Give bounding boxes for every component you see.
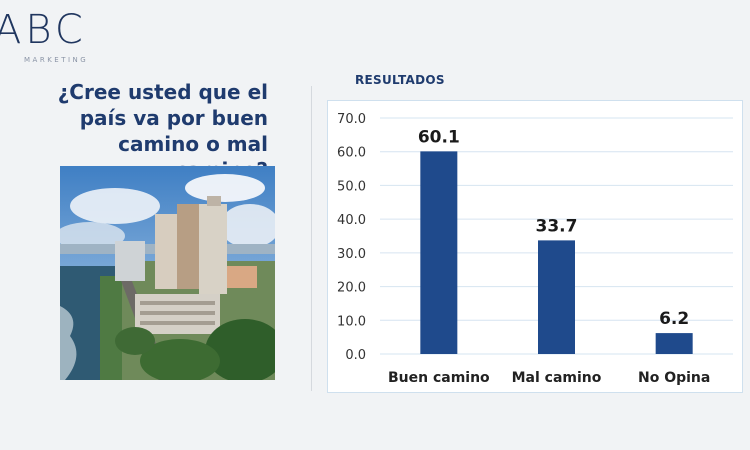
y-tick-label: 40.0 <box>337 213 366 228</box>
data-label: 60.1 <box>418 127 460 147</box>
survey-question: ¿Cree usted que el país va por buen cami… <box>57 80 268 182</box>
y-tick-label: 30.0 <box>337 247 366 262</box>
bar-no-opina <box>655 333 693 354</box>
data-label: 6.2 <box>659 309 689 329</box>
category-label: Mal camino <box>512 370 602 386</box>
results-label: RESULTADOS <box>355 73 445 87</box>
bar-mal-camino <box>538 240 575 354</box>
logo: ABC MARKETING <box>0 10 94 66</box>
category-label: No Opina <box>638 370 710 386</box>
logo-mark: ABC <box>0 7 87 53</box>
y-tick-label: 70.0 <box>337 112 366 127</box>
y-tick-label: 50.0 <box>337 179 366 194</box>
logo-subtitle: MARKETING <box>24 56 89 64</box>
city-photo <box>60 166 275 380</box>
data-label: 33.7 <box>536 216 578 236</box>
bar-chart: 0.0 10.0 20.0 30.0 40.0 50.0 60.0 70.0 60.1 33.7… <box>327 100 743 393</box>
y-tick-label: 60.0 <box>337 146 366 161</box>
divider <box>311 86 312 391</box>
bar-buen-camino <box>420 151 458 354</box>
bar-chart-svg: 0.0 10.0 20.0 30.0 40.0 50.0 60.0 70.0 60.1 33.7… <box>337 112 733 386</box>
y-tick-label: 10.0 <box>337 314 366 329</box>
y-tick-label: 20.0 <box>337 281 366 296</box>
category-label: Buen camino <box>388 370 490 386</box>
y-tick-label: 0.0 <box>345 348 366 363</box>
